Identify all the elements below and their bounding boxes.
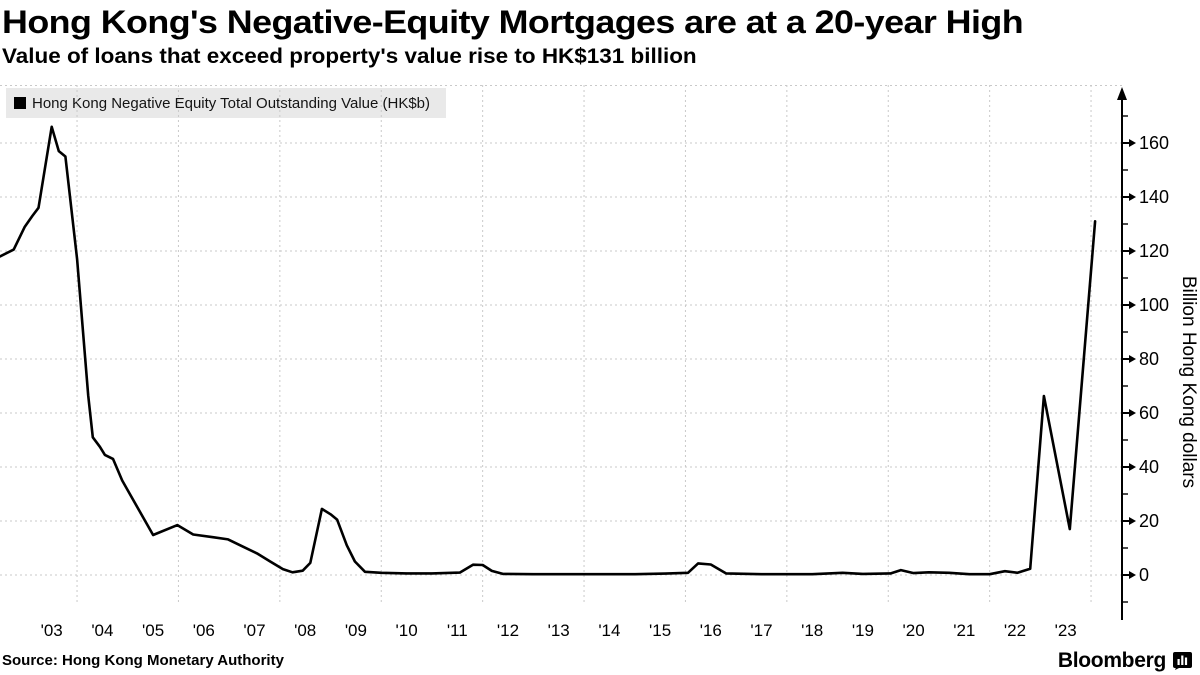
bloomberg-wordmark: Bloomberg: [1057, 649, 1166, 672]
svg-text:120: 120: [1139, 241, 1169, 261]
svg-text:'13: '13: [548, 621, 570, 640]
svg-text:'19: '19: [852, 621, 874, 640]
svg-text:40: 40: [1139, 457, 1159, 477]
svg-text:20: 20: [1139, 511, 1159, 531]
svg-text:140: 140: [1139, 187, 1169, 207]
svg-text:'17: '17: [750, 621, 772, 640]
svg-text:'05: '05: [142, 621, 164, 640]
svg-text:100: 100: [1139, 295, 1169, 315]
series-line: [0, 125, 1097, 576]
svg-text:'16: '16: [700, 621, 722, 640]
svg-text:'15: '15: [649, 621, 671, 640]
chart-title: Hong Kong's Negative-Equity Mortgages ar…: [2, 4, 1024, 40]
svg-text:0: 0: [1139, 565, 1149, 585]
svg-text:'21: '21: [953, 621, 975, 640]
svg-text:160: 160: [1139, 133, 1169, 153]
svg-text:'06: '06: [193, 621, 215, 640]
svg-text:'08: '08: [294, 621, 316, 640]
svg-text:60: 60: [1139, 403, 1159, 423]
svg-text:'09: '09: [345, 621, 367, 640]
source-credit: Source: Hong Kong Monetary Authority: [2, 652, 284, 669]
svg-text:'23: '23: [1055, 621, 1077, 640]
x-tick-labels: '03 '04 '05 '06 '07 '08 '09 '10 '11 '12 '13 '14 '15 '…: [41, 621, 1077, 640]
horizontal-gridlines: [0, 85, 1122, 576]
y-axis-title: Billion Hong Kong dollars: [1178, 276, 1199, 488]
svg-text:'03: '03: [41, 621, 63, 640]
svg-text:'20: '20: [903, 621, 925, 640]
svg-text:'11: '11: [447, 621, 468, 640]
legend: Hong Kong Negative Equity Total Outstand…: [6, 88, 447, 118]
svg-text:'12: '12: [497, 621, 519, 640]
bloomberg-logo: Bloomberg: [1058, 649, 1192, 673]
vertical-gridlines: [76, 85, 1092, 604]
svg-text:'18: '18: [801, 621, 823, 640]
y-tick-labels: 0 20 40 60 80 100 120 140 160: [1139, 133, 1169, 585]
bloomberg-chart-icon: [1173, 652, 1192, 670]
legend-swatch-icon: [14, 97, 26, 109]
svg-text:80: 80: [1139, 349, 1159, 369]
svg-text:'10: '10: [396, 621, 418, 640]
legend-label: Hong Kong Negative Equity Total Outstand…: [32, 94, 431, 112]
chart-subtitle: Value of loans that exceed property's va…: [2, 45, 697, 68]
svg-text:'07: '07: [243, 621, 265, 640]
svg-text:'14: '14: [598, 621, 620, 640]
y-axis: [1117, 87, 1136, 620]
svg-text:'22: '22: [1004, 621, 1026, 640]
svg-text:'04: '04: [91, 621, 113, 640]
